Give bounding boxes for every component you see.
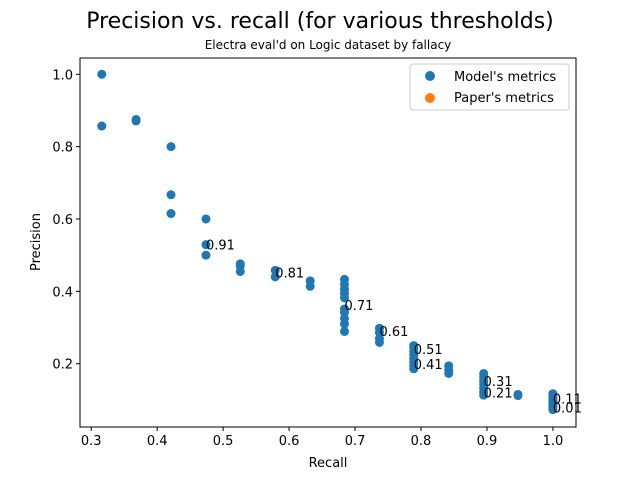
threshold-annotation: 0.41 <box>414 358 443 373</box>
threshold-annotation: 0.51 <box>414 343 443 358</box>
y-tick-label: 0.8 <box>52 141 73 156</box>
legend-box <box>409 63 570 111</box>
x-tick-label: 0.3 <box>81 434 102 449</box>
chart-title: Precision vs. recall (for various thresh… <box>86 9 554 34</box>
data-point <box>339 319 349 329</box>
data-point <box>201 240 211 250</box>
x-tick-label: 0.9 <box>477 434 498 449</box>
legend-label-model: Model's metrics <box>454 70 556 85</box>
x-tick-label: 0.8 <box>411 434 432 449</box>
annotations: 0.91 0.81 0.71 0.61 0.510.41 0.310.21 0.110.01 <box>206 239 582 417</box>
legend-marker-paper <box>425 93 435 103</box>
threshold-annotation: 0.71 <box>344 299 373 314</box>
chart-subtitle: Electra eval'd on Logic dataset by falla… <box>205 38 452 52</box>
data-point <box>166 142 176 152</box>
threshold-annotation: 0.11 <box>553 392 582 407</box>
data-point <box>166 190 176 200</box>
data-point <box>374 337 384 347</box>
y-axis-label: Precision <box>29 213 44 271</box>
data-point <box>444 368 454 378</box>
data-point <box>97 69 107 79</box>
y-tick-label: 0.4 <box>52 285 73 300</box>
legend: Model's metrics Paper's metrics <box>409 63 570 111</box>
data-point <box>374 328 384 338</box>
data-point <box>339 326 349 336</box>
data-point <box>201 250 211 260</box>
plot-frame <box>79 57 577 428</box>
x-tick-label: 1.0 <box>543 434 564 449</box>
x-tick-label: 0.6 <box>279 434 300 449</box>
threshold-annotation: 0.01 <box>553 401 582 416</box>
legend-marker-model <box>425 71 435 81</box>
data-point <box>97 121 107 131</box>
data-point <box>270 272 280 282</box>
y-tick-label: 1.0 <box>52 68 73 83</box>
data-point <box>339 293 349 303</box>
y-tick-label: 0.6 <box>52 213 73 228</box>
data-point <box>548 405 558 415</box>
threshold-annotation: 0.31 <box>484 375 513 390</box>
data-points <box>97 69 558 415</box>
x-axis-ticks: 0.3 0.4 0.5 0.6 0.7 0.8 0.9 1.0 <box>81 427 563 449</box>
data-point <box>339 307 349 317</box>
data-point <box>513 391 523 401</box>
x-tick-label: 0.7 <box>345 434 366 449</box>
data-point <box>201 214 211 224</box>
data-point <box>166 209 176 219</box>
data-point <box>479 390 489 400</box>
data-point <box>409 364 419 374</box>
x-axis-label: Recall <box>309 456 348 471</box>
threshold-annotation: 0.81 <box>275 267 304 282</box>
data-point <box>305 281 315 291</box>
data-point <box>131 116 141 126</box>
x-tick-label: 0.4 <box>147 434 168 449</box>
y-tick-label: 0.2 <box>52 358 73 373</box>
legend-label-paper: Paper's metrics <box>454 91 554 106</box>
threshold-annotation: 0.91 <box>206 239 235 254</box>
x-tick-label: 0.5 <box>213 434 234 449</box>
threshold-annotation: 0.61 <box>379 325 408 340</box>
threshold-annotation: 0.21 <box>484 386 513 401</box>
data-point <box>270 265 280 275</box>
y-axis-ticks: 0.2 0.4 0.6 0.8 1.0 <box>52 68 80 373</box>
data-point <box>235 266 245 276</box>
